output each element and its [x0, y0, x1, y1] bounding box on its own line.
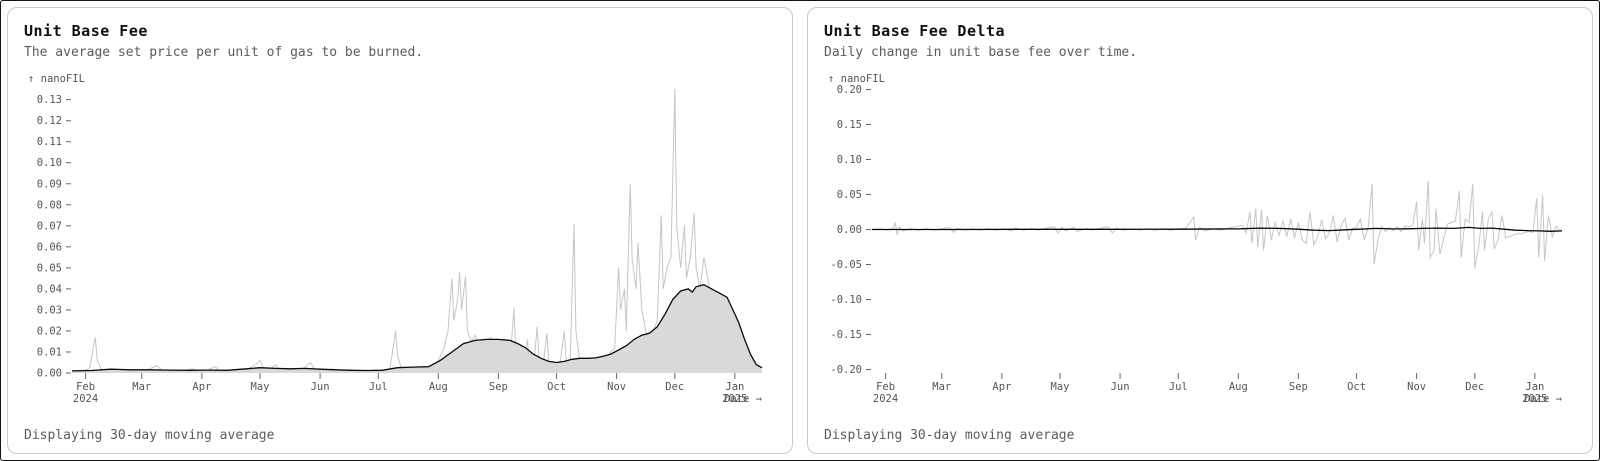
- svg-text:Oct: Oct: [1347, 381, 1366, 393]
- svg-text:Jul: Jul: [1169, 381, 1188, 393]
- svg-text:Date →: Date →: [724, 393, 762, 405]
- svg-text:0.05: 0.05: [37, 262, 62, 274]
- svg-text:Apr: Apr: [192, 381, 211, 393]
- svg-text:Jun: Jun: [1111, 381, 1130, 393]
- svg-text:0.10: 0.10: [37, 157, 62, 169]
- unit-base-fee-chart: 0.00 0.01 0.02 0.03 0.04 0.05 0.06 0.07 0.08 0.09…: [28, 73, 763, 405]
- svg-text:-0.15: -0.15: [830, 329, 862, 341]
- svg-text:-0.10: -0.10: [830, 294, 862, 306]
- svg-text:Jun: Jun: [311, 381, 330, 393]
- svg-text:Jul: Jul: [369, 381, 388, 393]
- svg-text:2024: 2024: [73, 393, 98, 405]
- svg-text:0.12: 0.12: [37, 115, 62, 127]
- svg-text:0.13: 0.13: [37, 94, 62, 106]
- svg-text:0.03: 0.03: [37, 304, 62, 316]
- chart-card-unit-base-fee-delta: Unit Base Fee Delta Daily change in unit…: [807, 7, 1593, 454]
- svg-text:Mar: Mar: [932, 381, 951, 393]
- chart-title-unit-base-fee-delta: Unit Base Fee Delta: [824, 22, 1006, 40]
- svg-text:Jan: Jan: [1525, 381, 1544, 393]
- svg-text:Apr: Apr: [992, 381, 1011, 393]
- svg-text:May: May: [251, 381, 270, 393]
- svg-text:2025: 2025: [1522, 393, 1547, 405]
- svg-text:0.01: 0.01: [37, 346, 62, 358]
- svg-text:-0.05: -0.05: [830, 259, 862, 271]
- svg-text:Feb: Feb: [76, 381, 95, 393]
- chart-subtitle-unit-base-fee-delta: Daily change in unit base fee over time.: [824, 45, 1138, 60]
- svg-text:0.00: 0.00: [37, 368, 62, 380]
- svg-text:0.08: 0.08: [37, 199, 62, 211]
- svg-text:-0.20: -0.20: [830, 364, 862, 376]
- svg-text:↑ nanoFIL: ↑ nanoFIL: [828, 73, 885, 85]
- chart-card-unit-base-fee: Unit Base Fee The average set price per …: [7, 7, 793, 454]
- chart-title-unit-base-fee: Unit Base Fee: [24, 22, 148, 40]
- unit-base-fee-delta-chart: 0.20 0.15 0.10 0.05 0.00 -0.05 -0.10 -0.15 -0.20…: [828, 73, 1563, 405]
- svg-text:0.06: 0.06: [37, 241, 62, 253]
- svg-text:Dec: Dec: [665, 381, 684, 393]
- svg-text:0.04: 0.04: [37, 283, 62, 295]
- svg-text:Nov: Nov: [1407, 381, 1426, 393]
- svg-text:Mar: Mar: [132, 381, 151, 393]
- svg-text:0.11: 0.11: [37, 136, 62, 148]
- svg-text:0.15: 0.15: [837, 119, 862, 131]
- svg-text:0.02: 0.02: [37, 325, 62, 337]
- svg-text:May: May: [1051, 381, 1070, 393]
- svg-text:Date →: Date →: [1524, 393, 1562, 405]
- svg-text:Sep: Sep: [1289, 381, 1308, 393]
- svg-text:0.10: 0.10: [837, 154, 862, 166]
- svg-text:Feb: Feb: [876, 381, 895, 393]
- svg-text:Nov: Nov: [607, 381, 626, 393]
- moving-average-note-unit-base-fee: Displaying 30-day moving average: [24, 428, 275, 443]
- svg-text:0.09: 0.09: [37, 178, 62, 190]
- svg-text:Jan: Jan: [725, 381, 744, 393]
- svg-text:Oct: Oct: [547, 381, 566, 393]
- svg-text:Aug: Aug: [429, 381, 448, 393]
- svg-text:2024: 2024: [873, 393, 898, 405]
- svg-text:Sep: Sep: [489, 381, 508, 393]
- svg-text:Dec: Dec: [1465, 381, 1484, 393]
- svg-text:2025: 2025: [722, 393, 747, 405]
- svg-text:0.00: 0.00: [837, 224, 862, 236]
- chart-subtitle-unit-base-fee: The average set price per unit of gas to…: [24, 45, 424, 60]
- svg-text:0.07: 0.07: [37, 220, 62, 232]
- svg-text:Aug: Aug: [1229, 381, 1248, 393]
- moving-average-note-unit-base-fee-delta: Displaying 30-day moving average: [824, 428, 1075, 443]
- svg-text:0.20: 0.20: [837, 84, 862, 96]
- svg-text:↑ nanoFIL: ↑ nanoFIL: [28, 73, 85, 85]
- svg-text:0.05: 0.05: [837, 189, 862, 201]
